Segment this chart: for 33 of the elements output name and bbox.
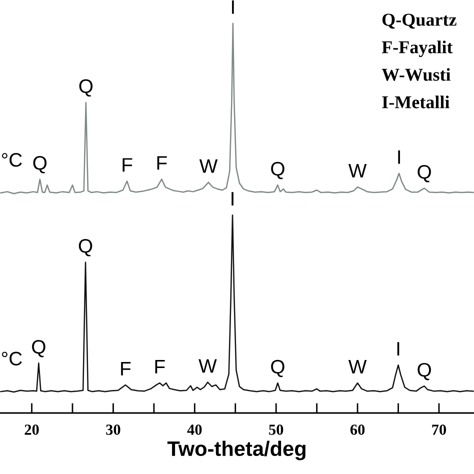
x-tick-label: 70 (432, 424, 446, 435)
x-tick-label: 50 (269, 424, 284, 435)
annotation: Q (79, 79, 93, 97)
annotation: W (348, 360, 367, 374)
annotation: I (232, 0, 234, 14)
annotation: Q (33, 156, 47, 174)
annotation: I (232, 192, 234, 206)
annotation: W (199, 159, 218, 173)
annotation: F (121, 362, 131, 376)
annotation: W-Wusti (382, 68, 451, 81)
x-tick-label: 20 (24, 424, 39, 435)
annotation: I (398, 150, 400, 164)
annotation: F (157, 156, 167, 170)
annotation: Q (271, 162, 284, 180)
annotation: I (397, 342, 400, 356)
annotation: F-Fayalit (382, 40, 453, 58)
x-axis-title: Two-theta/deg (167, 440, 306, 460)
x-tick-label: 60 (350, 424, 365, 435)
annotation: W (198, 359, 217, 373)
annotation: F (122, 158, 132, 172)
annotation: Q (271, 360, 284, 378)
annotation: Q (418, 165, 431, 182)
annotation: Q (32, 340, 46, 358)
x-tick-label: 30 (106, 424, 120, 435)
annotation: I-Metalli (382, 96, 450, 108)
annotation: Q-Quartz (382, 14, 456, 29)
annotation: Q (78, 239, 92, 256)
annotation: F (155, 360, 165, 374)
annotation: W (348, 164, 367, 178)
x-tick-label: 40 (187, 424, 202, 435)
series-label: °C (2, 153, 22, 167)
annotation: Q (418, 362, 431, 380)
series-label: °C (2, 352, 22, 366)
